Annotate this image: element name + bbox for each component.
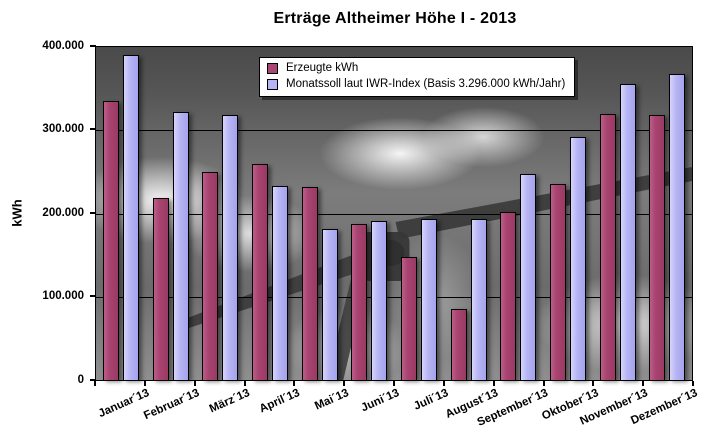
bar-erzeugte-August´13: [450, 309, 467, 380]
bar-monatssoll-Oktober´13: [569, 136, 586, 380]
bar-group-April´13: [245, 47, 295, 380]
bar-group-November´13: [593, 47, 643, 380]
y-tick-label: 200.000: [42, 206, 84, 219]
x-tick-mark: [293, 381, 296, 386]
y-tick-label: 300.000: [42, 123, 84, 136]
x-tick-mark: [143, 381, 146, 386]
bar-monatssoll-Januar´13: [122, 54, 139, 380]
bar-erzeugte-Februar´13: [152, 197, 169, 380]
x-axis-label: Juni´13: [359, 387, 401, 415]
x-tick-mark: [94, 381, 96, 386]
legend-swatch-monatssoll: [267, 79, 278, 90]
legend-label-erzeugte: Erzeugte kWh: [286, 62, 359, 74]
legend: Erzeugte kWh Monatssoll laut IWR-Index (…: [259, 57, 576, 97]
x-axis-label: Februar´13: [142, 387, 202, 423]
bar-group-Mai´13: [295, 47, 345, 380]
legend-item: Monatssoll laut IWR-Index (Basis 3.296.0…: [267, 77, 565, 92]
gridline: [96, 296, 692, 298]
bar-erzeugte-Oktober´13: [549, 183, 566, 380]
bar-group-Januar´13: [96, 47, 146, 380]
bar-erzeugte-Juni´13: [351, 224, 368, 380]
x-tick-mark: [243, 381, 246, 386]
bar-group-September´13: [493, 47, 543, 380]
bar-group-Juli´13: [394, 47, 444, 380]
x-tick-mark: [642, 381, 645, 386]
bars-layer: [96, 47, 692, 380]
bar-erzeugte-September´13: [500, 211, 517, 380]
bar-group-Juni´13: [344, 47, 394, 380]
y-tick-mark: [90, 45, 96, 47]
bar-monatssoll-Mai´13: [321, 228, 338, 380]
x-tick-mark: [692, 381, 694, 386]
y-tick-label: 100.000: [42, 290, 84, 303]
bar-monatssoll-Juni´13: [371, 221, 388, 380]
bar-erzeugte-Dezember´13: [649, 115, 666, 380]
bar-monatssoll-August´13: [470, 218, 487, 380]
legend-item: Erzeugte kWh: [267, 61, 565, 76]
bar-group-August´13: [444, 47, 494, 380]
y-tick-label: 400.000: [42, 40, 84, 52]
gridline: [96, 213, 692, 215]
y-tick-mark: [90, 211, 96, 214]
legend-swatch-erzeugte: [267, 63, 278, 74]
bar-erzeugte-April´13: [251, 164, 268, 380]
bar-group-März´13: [195, 47, 245, 380]
bar-group-Februar´13: [146, 47, 196, 380]
y-tick-mark: [90, 378, 96, 381]
bar-monatssoll-Juli´13: [420, 218, 437, 380]
x-tick-mark: [193, 381, 196, 386]
bar-monatssoll-April´13: [271, 186, 288, 380]
bar-monatssoll-September´13: [520, 173, 537, 380]
bar-group-Dezember´13: [642, 47, 692, 380]
bar-erzeugte-November´13: [599, 114, 616, 380]
bar-monatssoll-Februar´13: [172, 111, 189, 380]
bar-erzeugte-Mai´13: [301, 186, 318, 380]
bar-erzeugte-März´13: [202, 171, 219, 380]
bar-monatssoll-März´13: [222, 115, 239, 380]
x-axis-label: Mai´13: [313, 387, 352, 413]
bar-erzeugte-Juli´13: [400, 256, 417, 380]
x-tick-mark: [492, 381, 495, 386]
bar-monatssoll-Dezember´13: [669, 73, 686, 380]
chart-title: Erträge Altheimer Höhe I - 2013: [273, 10, 517, 27]
y-tick-label: 0: [77, 373, 84, 386]
x-tick-mark: [542, 381, 545, 386]
plot-area: [95, 46, 693, 381]
y-tick-mark: [90, 295, 96, 298]
x-tick-mark: [442, 381, 445, 386]
bar-erzeugte-Januar´13: [102, 101, 119, 380]
x-axis-label: März´13: [207, 387, 252, 416]
bar-monatssoll-November´13: [619, 83, 636, 380]
x-tick-mark: [343, 381, 346, 386]
x-axis-label: April´13: [257, 387, 302, 416]
y-tick-mark: [90, 128, 96, 131]
bar-group-Oktober´13: [543, 47, 593, 380]
x-tick-mark: [393, 381, 395, 386]
legend-label-monatssoll: Monatssoll laut IWR-Index (Basis 3.296.0…: [286, 78, 566, 90]
x-tick-mark: [592, 381, 595, 386]
gridline: [96, 130, 692, 132]
